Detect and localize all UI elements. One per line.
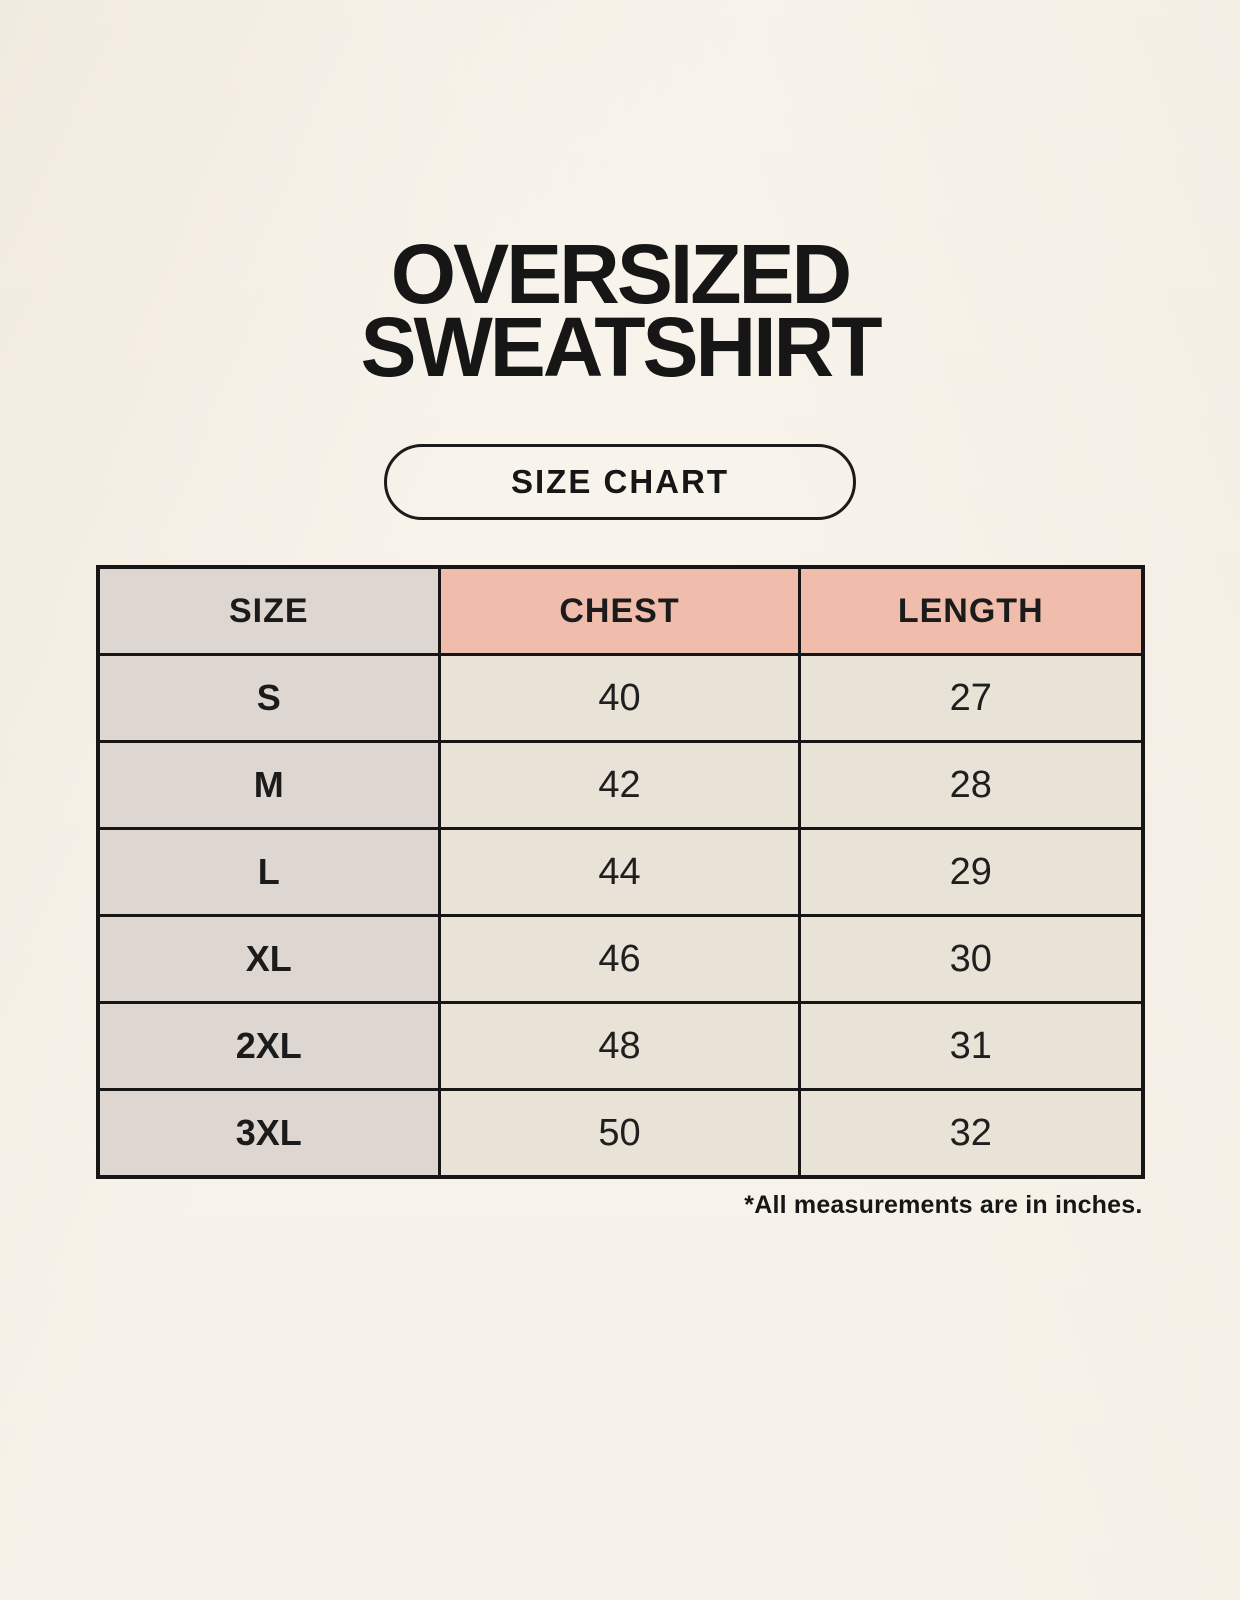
chest-col-header: CHEST bbox=[438, 565, 801, 656]
chest-value-cell: 42 bbox=[438, 740, 801, 830]
table-row: M 42 28 bbox=[96, 740, 1144, 830]
length-value-cell: 29 bbox=[798, 827, 1144, 917]
length-value-cell: 28 bbox=[798, 740, 1144, 830]
table-row: S 40 27 bbox=[96, 653, 1144, 743]
header-row: SIZE CHEST LENGTH bbox=[96, 565, 1144, 656]
size-col-header: SIZE bbox=[96, 565, 441, 656]
page-title: OVERSIZED SWEATSHIRT bbox=[0, 0, 1240, 394]
length-value-cell: 30 bbox=[798, 914, 1144, 1004]
size-chart-badge-label: SIZE CHART bbox=[511, 463, 729, 500]
title-line-2: SWEATSHIRT bbox=[360, 300, 882, 394]
size-label-cell: 2XL bbox=[96, 1001, 441, 1091]
chest-value-cell: 48 bbox=[438, 1001, 801, 1091]
size-label-cell: XL bbox=[96, 914, 441, 1004]
measurements-note: *All measurements are in inches. bbox=[744, 1191, 1143, 1219]
size-label-cell: 3XL bbox=[96, 1088, 441, 1179]
size-label-cell: S bbox=[96, 653, 441, 743]
length-value-cell: 31 bbox=[798, 1001, 1144, 1091]
length-value-cell: 32 bbox=[798, 1088, 1144, 1179]
table-row: XL 46 30 bbox=[96, 914, 1144, 1004]
chest-value-cell: 46 bbox=[438, 914, 801, 1004]
table-row: L 44 29 bbox=[96, 827, 1144, 917]
length-value-cell: 27 bbox=[798, 653, 1144, 743]
chest-value-cell: 44 bbox=[438, 827, 801, 917]
chest-value-cell: 50 bbox=[438, 1088, 801, 1179]
size-chart-badge[interactable]: SIZE CHART bbox=[384, 444, 856, 520]
table-row: 2XL 48 31 bbox=[96, 1001, 1144, 1091]
size-label-cell: M bbox=[96, 740, 441, 830]
length-col-header: LENGTH bbox=[798, 565, 1144, 656]
size-label-cell: L bbox=[96, 827, 441, 917]
size-table: SIZE CHEST LENGTH S 40 27 M 42 28 L 44 2… bbox=[95, 565, 1145, 1179]
table-row: 3XL 50 32 bbox=[96, 1088, 1144, 1179]
chest-value-cell: 40 bbox=[438, 653, 801, 743]
title-line-1: OVERSIZED bbox=[390, 227, 852, 321]
